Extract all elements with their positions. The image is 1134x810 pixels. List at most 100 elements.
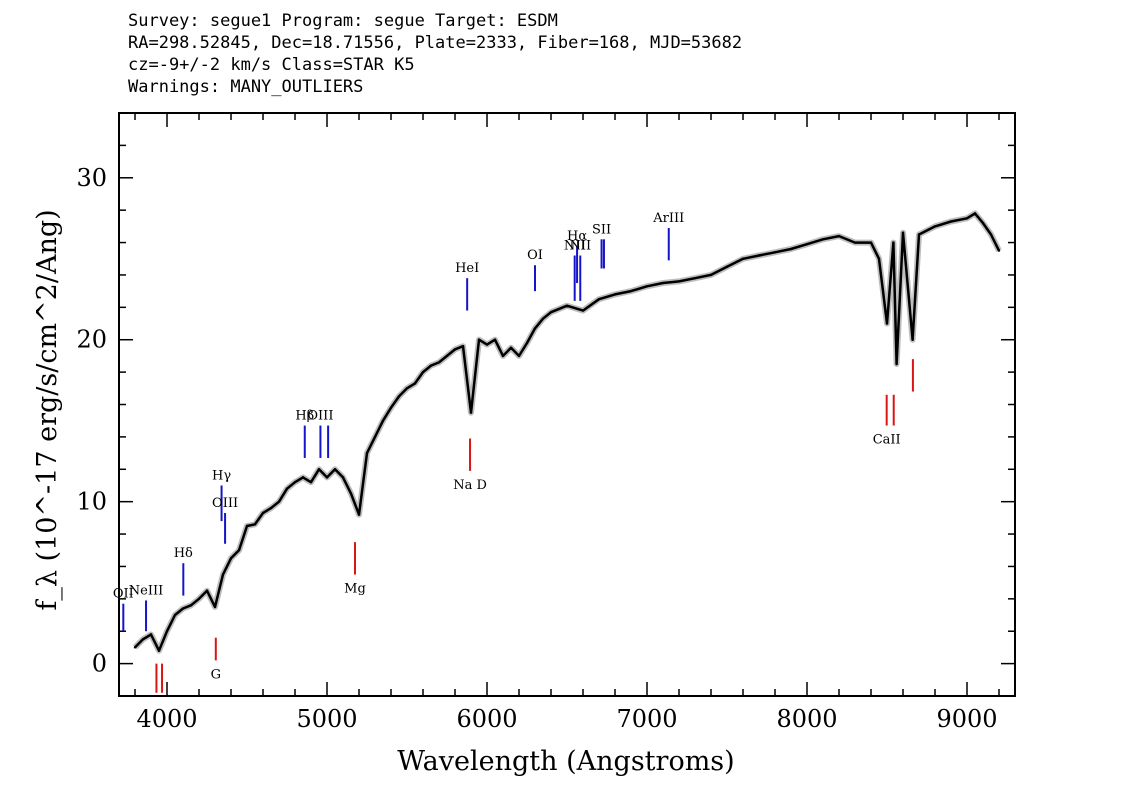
spectrum-point — [293, 481, 297, 484]
spectrum-point — [981, 221, 985, 225]
x-tick-label: 9000 — [936, 705, 997, 733]
spectrum-point — [149, 633, 153, 636]
spectrum-point — [245, 524, 249, 528]
spectrum-point — [253, 523, 257, 526]
spectrum-point — [997, 249, 1001, 252]
spectrum-point — [157, 649, 161, 652]
spectrum-point — [661, 281, 665, 285]
spectrum-point — [341, 476, 345, 479]
spectrum-point — [261, 511, 265, 515]
spectrum-point — [229, 557, 233, 560]
spectrum-point — [773, 251, 777, 254]
spectrum-point — [629, 289, 633, 293]
spectrum-point — [469, 411, 473, 414]
spectrum-point — [965, 217, 969, 220]
spectrum-point — [709, 273, 713, 277]
spectrum-point — [189, 604, 193, 607]
spectrum-point — [757, 254, 761, 257]
spectrum-point — [269, 506, 273, 510]
spectrum-point — [501, 354, 505, 358]
spectrum-point — [453, 348, 457, 351]
spectrum-point — [613, 293, 617, 296]
header-line-coordinates: RA=298.52845, Dec=18.71556, Plate=2333, … — [128, 33, 743, 53]
spectrum-point — [885, 322, 889, 325]
spectrum-point — [365, 451, 369, 455]
spectrum-point — [333, 468, 337, 471]
x-tick-label: 6000 — [456, 705, 517, 733]
spectrum-point — [493, 338, 497, 341]
spectrum-error-band — [132, 210, 1002, 654]
spectrum-point — [933, 225, 937, 228]
spectrum-point — [477, 338, 481, 341]
absorption-line-label: CaII — [873, 433, 901, 448]
spectrum-point — [325, 476, 329, 479]
spectrum-point — [805, 242, 809, 246]
spectrum-point — [877, 257, 881, 260]
spectrum-point — [445, 354, 449, 358]
spectrum-point — [645, 285, 649, 288]
emission-line-label: ArIII — [652, 211, 684, 226]
emission-line-label: OIII — [212, 496, 238, 511]
spectrum-point — [213, 605, 217, 609]
x-tick-label: 4000 — [136, 705, 197, 733]
spectrum-point — [237, 549, 241, 552]
y-tick-label: 0 — [92, 650, 107, 678]
spectrum-point — [741, 257, 745, 260]
spectrum-point — [837, 234, 841, 238]
spectrum-point — [485, 343, 489, 346]
spectrum-point — [461, 345, 465, 348]
spectrum-point — [525, 341, 529, 345]
spectrum-point — [517, 354, 521, 358]
spectrum-point — [973, 212, 977, 215]
emission-line-label: OII — [113, 587, 134, 602]
spectrum-point — [429, 364, 433, 367]
spectrum-point — [197, 597, 201, 601]
spectrum-point — [541, 317, 545, 320]
x-tick-label: 7000 — [616, 705, 677, 733]
y-tick-label: 30 — [76, 164, 107, 192]
spectrum-point — [205, 589, 209, 592]
absorption-line-label: Na D — [453, 478, 487, 493]
spectrum-point — [533, 327, 537, 330]
spectrum-point — [373, 435, 377, 439]
spectrum-point — [285, 487, 289, 490]
emission-line-label: OIII — [307, 409, 333, 424]
spectrum-point — [949, 220, 953, 223]
emission-line-label: NII — [564, 239, 586, 254]
emission-line-label: SII — [592, 222, 611, 237]
spectrum-point — [405, 387, 409, 390]
spectrum-point — [381, 419, 385, 422]
spectrum-point — [869, 241, 873, 244]
y-tick-label: 20 — [76, 326, 107, 354]
spectrum-point — [277, 500, 281, 503]
emission-line-label: Hγ — [212, 468, 231, 483]
emission-line-label: OI — [527, 248, 543, 263]
spectrum-point — [565, 304, 569, 307]
spectrum-point — [989, 233, 993, 236]
emission-line-label: NII — [569, 239, 591, 254]
y-axis-title: f_λ (10^-17 erg/s/cm^2/Ang) — [32, 209, 63, 610]
spectrum-point — [725, 265, 729, 269]
spectrum-line — [134, 212, 1001, 652]
spectrum-point — [901, 231, 905, 235]
spectrum-point — [597, 298, 601, 301]
y-tick-label: 10 — [76, 488, 107, 516]
emission-line-label: Hδ — [174, 546, 193, 561]
x-axis-title: Wavelength (Angstroms) — [397, 746, 734, 777]
spectrum-point — [509, 346, 513, 350]
spectrum-point — [677, 280, 681, 283]
absorption-line-label: Mg — [344, 582, 366, 597]
emission-line-label: Hβ — [295, 409, 314, 424]
spectrum-point — [853, 241, 857, 244]
spectrum-point — [309, 481, 313, 484]
spectrum-point — [349, 492, 353, 495]
spectrum-point — [693, 276, 697, 280]
spectrum-point — [165, 630, 169, 633]
header-line-redshift-class: cz=-9+/-2 km/s Class=STAR K5 — [128, 55, 415, 75]
x-tick-label: 5000 — [296, 705, 357, 733]
spectrum-point — [917, 233, 921, 236]
spectrum-point — [317, 468, 321, 471]
header-line-warnings: Warnings: MANY_OUTLIERS — [128, 77, 364, 97]
